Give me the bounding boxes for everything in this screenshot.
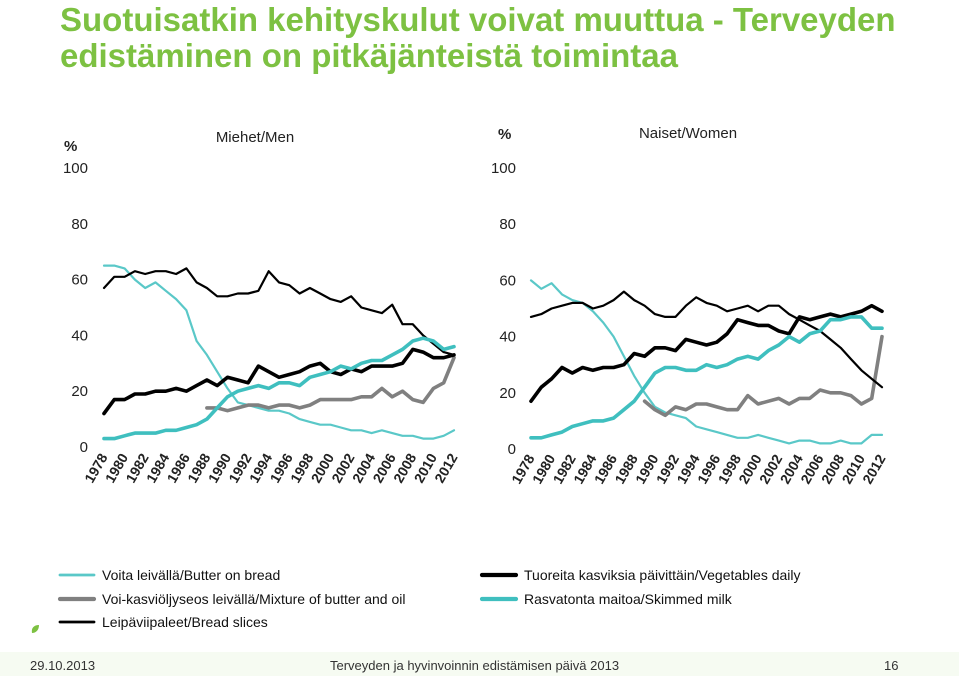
y-tick-label: 40 <box>499 329 516 346</box>
series-line-vegetables <box>102 347 456 416</box>
y-tick-label: 80 <box>499 216 516 233</box>
y-tick-label: 60 <box>499 272 516 289</box>
footer-page-number: 16 <box>884 658 899 673</box>
y-axis-label: % <box>498 126 511 143</box>
x-tick-label: 2012 <box>859 451 889 486</box>
y-tick-label: 100 <box>63 160 88 177</box>
series-line-bread <box>529 290 884 389</box>
legend-label-skimmed: Rasvatonta maitoa/Skimmed milk <box>524 591 733 607</box>
y-axis-label: % <box>64 138 77 155</box>
y-tick-label: 20 <box>499 385 516 402</box>
legend-label-bread: Leipäviipaleet/Bread slices <box>102 614 268 630</box>
series-line-butter <box>529 279 884 445</box>
legend: Voita leivällä/Butter on bread Tuoreita k… <box>57 567 801 630</box>
leaf-icon <box>31 625 39 633</box>
series-line-skimmed <box>529 315 884 440</box>
series-line-skimmed <box>102 336 456 441</box>
chart-panel-women: Naiset/Women%020406080100197819801982198… <box>491 125 889 486</box>
chart-panel-men: Miehet/Men%02040608010019781980198219841… <box>63 129 461 485</box>
chart-title: Naiset/Women <box>639 125 737 142</box>
slide-title: Suotuisatkin kehityskulut voivat muuttua… <box>60 1 896 74</box>
y-tick-label: 20 <box>71 383 88 400</box>
series-line-vegetables <box>529 303 884 403</box>
x-tick-label: 2012 <box>431 450 461 485</box>
y-tick-label: 0 <box>508 441 516 458</box>
y-tick-label: 0 <box>80 439 88 456</box>
y-tick-label: 80 <box>71 216 88 233</box>
series-line-mixture <box>642 334 884 418</box>
footer-date: 29.10.2013 <box>30 658 96 673</box>
legend-label-mixture: Voi-kasviöljyseos leivällä/Mixture of bu… <box>102 591 405 607</box>
series-line-butter <box>102 264 456 440</box>
y-tick-label: 40 <box>71 327 88 344</box>
y-tick-label: 100 <box>491 160 516 177</box>
chart-title: Miehet/Men <box>216 129 294 146</box>
footer-title: Terveyden ja hyvinvoinnin edistämisen pä… <box>330 658 620 673</box>
footer-bar <box>0 652 959 676</box>
series-line-bread <box>102 267 456 356</box>
y-tick-label: 60 <box>71 272 88 289</box>
legend-label-vegetables: Tuoreita kasviksia päivittäin/Vegetables… <box>524 567 801 583</box>
legend-label-butter: Voita leivällä/Butter on bread <box>102 567 280 583</box>
series-line-mixture <box>205 355 456 413</box>
